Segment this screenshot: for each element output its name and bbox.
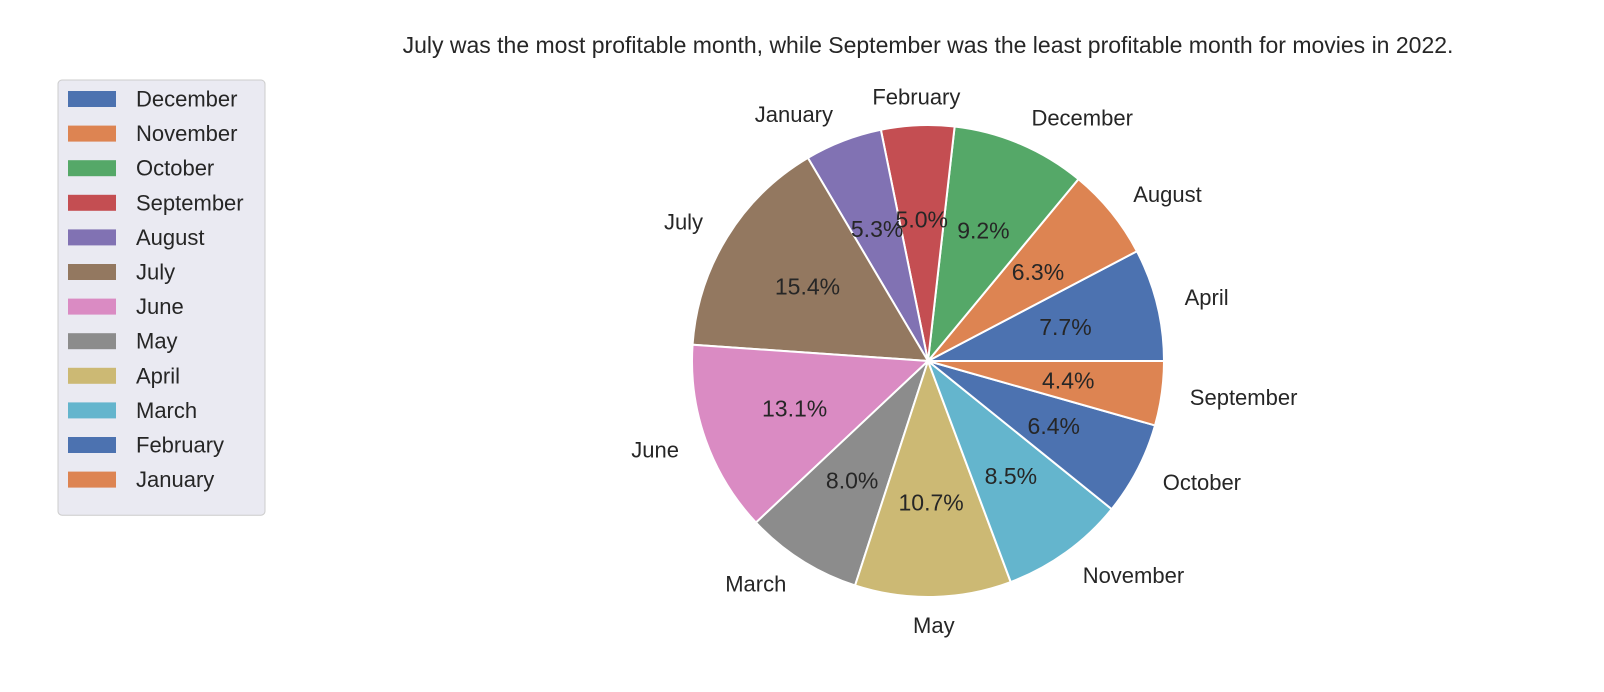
pie-percent-labels: 7.7% 6.3%9.2% 5.0%5.3% 15.4% 13.1% 8.0% 10.7% 8… <box>762 207 1094 516</box>
legend-label-september: September <box>136 190 244 215</box>
pie-slice-may <box>853 357 1013 598</box>
legend-swatch-july <box>68 264 116 280</box>
legend-label-october: October <box>136 156 214 181</box>
legend-swatch-september <box>68 194 116 211</box>
slice-label-september: September <box>1190 385 1298 410</box>
pie-slice-september <box>927 360 1166 427</box>
legend-swatch-november <box>68 125 116 142</box>
percent-label-july: 15.4% <box>775 274 840 300</box>
pie-category-labels: April August December February January July Ju… <box>631 84 1297 637</box>
legend-swatch-october <box>68 160 116 177</box>
percent-label-march: 8.0% <box>826 468 878 494</box>
percent-label-june: 13.1% <box>762 396 827 422</box>
slice-label-october: October <box>1163 470 1241 495</box>
legend-label-march: March <box>136 398 197 423</box>
pie-slice-december <box>926 125 1080 365</box>
pie-slice-july <box>691 156 930 363</box>
percent-label-october: 6.4% <box>1028 413 1080 439</box>
percent-label-september: 4.4% <box>1042 368 1094 394</box>
pie-slices <box>691 124 1166 598</box>
legend-label-july: July <box>136 260 175 285</box>
legend-label-december: December <box>136 87 237 112</box>
percent-label-august: 6.3% <box>1012 259 1064 285</box>
pie-slice-november <box>925 357 1114 584</box>
legend-label-february: February <box>136 433 224 458</box>
legend-swatch-december <box>68 91 116 107</box>
slice-label-june: June <box>631 437 679 462</box>
slice-label-january: January <box>755 102 833 127</box>
legend-swatch-january <box>68 471 116 488</box>
legend-swatch-may <box>68 333 116 350</box>
slice-label-november: November <box>1083 563 1184 588</box>
percent-label-february: 5.0% <box>896 207 948 233</box>
pie-slice-march <box>754 360 929 587</box>
percent-label-april: 7.7% <box>1039 314 1091 340</box>
legend: December November October September August Ju… <box>57 79 266 516</box>
percent-label-december: 9.2% <box>957 218 1009 244</box>
legend-swatch-february <box>68 437 116 453</box>
legend-label-june: June <box>136 294 184 319</box>
pie-slice-april <box>927 249 1166 362</box>
legend-label-april: April <box>136 363 180 388</box>
legend-label-november: November <box>136 121 237 146</box>
slice-label-may: May <box>913 613 955 638</box>
percent-label-may: 10.7% <box>899 490 964 516</box>
legend-label-august: August <box>136 225 205 250</box>
legend-swatch-april <box>68 367 116 384</box>
legend-label-january: January <box>136 467 214 492</box>
legend-label-may: May <box>136 329 178 354</box>
slice-label-april: April <box>1185 285 1229 310</box>
chart-title: July was the most profitable month, whil… <box>403 32 1454 58</box>
slice-label-december: December <box>1031 105 1132 130</box>
slice-label-august: August <box>1133 182 1202 207</box>
legend-swatch-march <box>68 402 116 419</box>
pie-slice-june <box>691 343 931 524</box>
legend-swatch-august <box>68 229 116 246</box>
slice-label-march: March <box>725 572 786 597</box>
percent-label-november: 8.5% <box>985 463 1037 489</box>
slice-label-february: February <box>872 84 960 109</box>
slice-label-july: July <box>664 210 703 235</box>
percent-label-january: 5.3% <box>851 216 903 242</box>
legend-swatch-june <box>68 298 116 315</box>
